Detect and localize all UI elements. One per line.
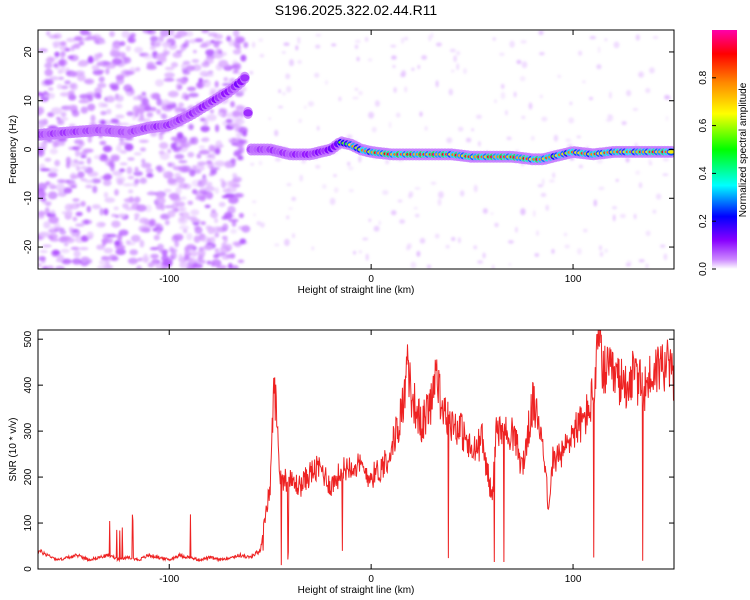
snr-y-axis: 0 100 200 300 400 500 bbox=[23, 330, 674, 572]
colorbar-tick-label: 0.6 bbox=[698, 118, 709, 132]
tick-label: -20 bbox=[23, 239, 34, 254]
ridge-segment bbox=[666, 145, 674, 158]
tick-label: -10 bbox=[23, 191, 34, 206]
ridge-segment bbox=[239, 71, 250, 84]
snr-x-axis: -100 0 100 bbox=[159, 330, 582, 585]
snr-series-line bbox=[38, 330, 674, 566]
colorbar-tick: 0.0 bbox=[698, 262, 716, 276]
snr-background bbox=[38, 330, 674, 569]
tick-label: 100 bbox=[565, 274, 582, 285]
axis-tick: -100 bbox=[159, 30, 180, 285]
axis-tick: 0 bbox=[23, 566, 674, 572]
figure-title: S196.2025.322.02.44.R11 bbox=[275, 2, 438, 18]
snr-x-label: Height of straight line (km) bbox=[298, 585, 415, 596]
tick-label: 0 bbox=[368, 574, 374, 585]
colorbar-tick: 0.8 bbox=[698, 70, 716, 85]
colorbar-tick-label: 0.0 bbox=[698, 262, 709, 276]
axis-tick: 20 bbox=[23, 46, 674, 58]
spectrogram-y-label: Frequency (Hz) bbox=[8, 115, 19, 184]
tick-label: 100 bbox=[565, 574, 582, 585]
axis-tick: 0 bbox=[368, 330, 374, 585]
colorbar-axis: 0.0 0.2 0.4 0.6 0.8 bbox=[698, 70, 716, 276]
axis-tick: 400 bbox=[23, 376, 674, 393]
tick-label: 100 bbox=[23, 514, 34, 531]
tick-label: 500 bbox=[23, 330, 34, 347]
tick-label: 10 bbox=[23, 95, 34, 107]
spectrogram-ridge bbox=[38, 71, 674, 166]
colorbar-tick: 0.6 bbox=[698, 118, 716, 133]
colorbar-tick-label: 0.4 bbox=[698, 166, 709, 180]
ridge-segment bbox=[243, 106, 253, 119]
colorbar-tick-label: 0.2 bbox=[698, 214, 709, 228]
axis-tick: 100 bbox=[565, 330, 582, 585]
snr-frame bbox=[37, 329, 675, 570]
colorbar-label: Normalized spectral amplitude bbox=[738, 82, 749, 217]
tick-label: -100 bbox=[159, 574, 179, 585]
tick-label: 0 bbox=[23, 566, 34, 572]
tick-label: -100 bbox=[159, 274, 179, 285]
snr-y-label: SNR (10 * v/v) bbox=[8, 418, 19, 482]
axis-tick: -20 bbox=[23, 239, 674, 254]
axis-tick: 0 bbox=[23, 146, 674, 152]
tick-label: 20 bbox=[23, 46, 34, 58]
colorbar-tick: 0.4 bbox=[698, 166, 716, 180]
spectrogram-x-label: Height of straight line (km) bbox=[298, 285, 415, 296]
axis-tick: -100 bbox=[159, 330, 180, 585]
spectrogram-y-axis: -20 -10 0 10 20 bbox=[23, 46, 674, 254]
axis-tick: 10 bbox=[23, 95, 674, 107]
spectrogram-x-axis: -100 0 100 bbox=[159, 30, 582, 285]
tick-label: 400 bbox=[23, 376, 34, 393]
axis-tick: 300 bbox=[23, 422, 674, 439]
axis-tick: 100 bbox=[565, 30, 582, 285]
axis-tick: 200 bbox=[23, 468, 674, 485]
tick-label: 200 bbox=[23, 468, 34, 485]
axis-tick: 500 bbox=[23, 330, 674, 348]
tick-label: 0 bbox=[23, 146, 34, 152]
tick-label: 0 bbox=[368, 274, 374, 285]
colorbar: 0.0 0.2 0.4 0.6 0.8 Normalized spectral ampl… bbox=[698, 30, 749, 276]
axis-tick: 0 bbox=[368, 30, 374, 285]
snr-panel: -100 0 100 0 100 200 300 400 500 Height of stra… bbox=[8, 329, 675, 596]
axis-tick: 100 bbox=[23, 514, 674, 531]
axis-tick: -10 bbox=[23, 191, 674, 206]
colorbar-tick: 0.2 bbox=[698, 214, 716, 228]
colorbar-scale bbox=[712, 30, 737, 269]
tick-label: 300 bbox=[23, 422, 34, 439]
colorbar-tick-label: 0.8 bbox=[698, 70, 709, 84]
spectrogram-image bbox=[38, 30, 674, 269]
